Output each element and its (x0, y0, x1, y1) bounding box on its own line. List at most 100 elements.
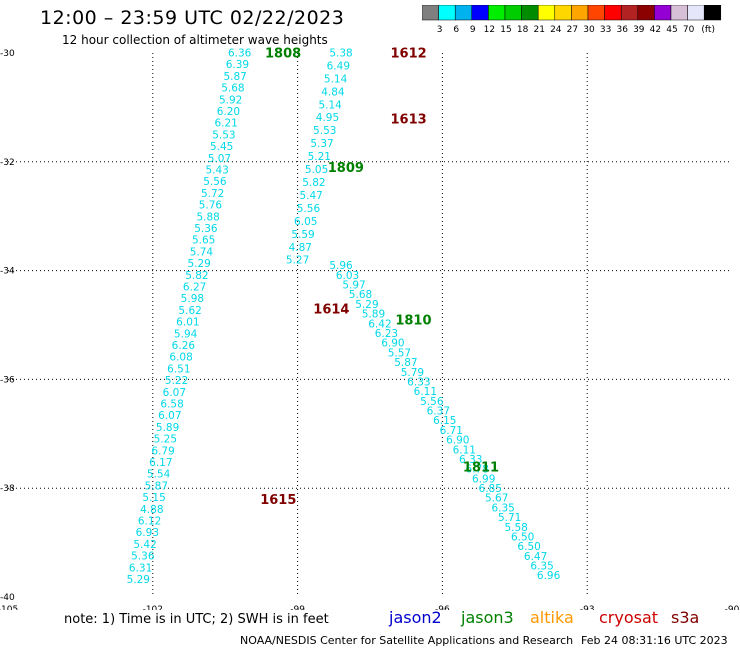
wave-height-value: 5.36 (194, 223, 218, 235)
colorbar-legend: 3 6 9 12 15 18 21 24 27 30 33 36 39 42 45 70 (ft) (422, 5, 722, 35)
colorbar-swatch (703, 5, 722, 21)
pass-label: 1808 (265, 46, 301, 61)
wave-height-value: 5.22 (165, 375, 188, 387)
wave-height-value: 5.38 (329, 47, 352, 59)
wave-height-value: 5.79 (401, 367, 424, 379)
wave-height-value: 5.67 (485, 493, 508, 505)
wave-height-value: 5.65 (192, 235, 215, 247)
pass-label: 1615 (260, 493, 296, 508)
wave-height-value: 6.35 (491, 502, 514, 514)
wave-height-value: 5.53 (212, 129, 235, 141)
wave-height-value: 4.95 (316, 112, 339, 124)
wave-height-value: 6.31 (129, 562, 152, 574)
wave-height-value: 4.88 (140, 504, 163, 516)
generated-timestamp: Feb 24 08:31:16 UTC 2023 (581, 634, 728, 647)
wave-height-value: 5.94 (174, 328, 198, 340)
colorbar-tick-label: 9 (470, 25, 476, 35)
wave-height-value: 5.72 (201, 188, 224, 200)
wave-height-value: 5.89 (362, 309, 385, 321)
colorbar-tick-label: 70 (683, 25, 695, 35)
wave-height-value: 5.14 (324, 73, 348, 85)
wave-height-value: 5.54 (147, 469, 171, 481)
colorbar-tick-label: 39 (633, 25, 645, 35)
colorbar-tick-label: 15 (500, 25, 511, 35)
wave-height-value: 6.26 (172, 340, 196, 352)
wave-height-value: 6.36 (228, 47, 252, 59)
wave-height-value: 5.57 (388, 347, 411, 359)
wave-height-value: 6.17 (149, 457, 172, 469)
pass-label: 1613 (391, 112, 427, 127)
x-axis-label: -99 (290, 605, 305, 610)
footnote: note: 1) Time is in UTC; 2) SWH is in fe… (64, 612, 329, 627)
wave-height-value: 5.59 (291, 229, 314, 241)
colorbar-tick-label: 3 (437, 25, 443, 35)
pass-label: 1809 (328, 161, 364, 176)
legend-jason3: jason3 (461, 608, 514, 627)
wave-height-value: 6.39 (226, 59, 249, 71)
wave-height-value: 5.87 (145, 480, 168, 492)
wave-height-value: 6.51 (167, 363, 190, 375)
y-axis-label: -32 (0, 158, 15, 168)
x-axis-label: -102 (143, 605, 163, 610)
wave-height-value: 6.90 (381, 338, 404, 350)
wave-height-value: 5.42 (133, 539, 156, 551)
wave-height-value: 6.11 (453, 444, 476, 456)
wave-height-value: 5.45 (210, 141, 233, 153)
wave-height-value: 6.35 (530, 561, 553, 573)
wave-height-value: 5.71 (498, 512, 521, 524)
wave-height-value: 6.37 (427, 406, 450, 418)
wave-height-value: 5.82 (302, 177, 325, 189)
wave-height-value: 5.88 (196, 211, 219, 223)
colorbar-tick-label: 24 (550, 25, 562, 35)
wave-height-value: 6.03 (336, 270, 359, 282)
wave-height-value: 5.56 (297, 203, 321, 215)
wave-height-value: 6.11 (414, 386, 437, 398)
wave-height-value: 5.14 (318, 99, 342, 111)
wave-height-value: 6.20 (217, 106, 240, 118)
wave-height-value: 5.89 (156, 422, 179, 434)
wave-height-value: 6.23 (375, 328, 398, 340)
pass-label: 1614 (313, 303, 349, 318)
legend-jason2: jason2 (389, 608, 442, 627)
pass-label: 1811 (463, 460, 499, 475)
y-axis-label: -38 (0, 484, 15, 494)
x-axis-label: -96 (435, 605, 450, 610)
colorbar-tick-label: 27 (567, 25, 578, 35)
x-axis-label: -105 (0, 605, 18, 610)
wave-height-value: 6.79 (151, 445, 174, 457)
wave-height-map[interactable]: -105 -102 -99 -96 -93 -90 -30 -32 -34 -36 -38 -40 6.… (0, 0, 740, 610)
wave-height-value: 6.50 (517, 541, 540, 553)
wave-height-value: 5.87 (223, 71, 246, 83)
wave-height-value: 5.82 (185, 270, 208, 282)
wave-height-value: 6.07 (163, 387, 186, 399)
colorbar-tick-label: 33 (600, 25, 611, 35)
wave-height-value: 6.93 (136, 527, 159, 539)
wave-height-value: 5.53 (313, 125, 336, 137)
wave-height-value: 5.07 (208, 153, 231, 165)
legend-altika: altika (530, 608, 574, 627)
wave-height-value: 5.21 (308, 151, 331, 163)
wave-height-value: 5.27 (286, 255, 309, 267)
wave-height-value: 6.99 (472, 473, 495, 485)
wave-height-value: 5.98 (181, 293, 204, 305)
wave-height-value: 5.36 (131, 551, 155, 563)
wave-height-value: 6.78 (466, 464, 489, 476)
wave-height-value: 5.58 (504, 522, 527, 534)
legend-cryosat: cryosat (599, 608, 659, 627)
colorbar-tick-label: 45 (666, 25, 677, 35)
wave-height-value: 5.25 (154, 434, 177, 446)
wave-height-value: 6.90 (446, 435, 469, 447)
wave-height-value: 5.74 (190, 246, 214, 258)
wave-height-value: 6.49 (327, 60, 350, 72)
y-axis-label: -36 (0, 375, 15, 385)
wave-height-value: 6.58 (160, 399, 183, 411)
wave-height-value: 6.07 (158, 410, 181, 422)
x-axis-label: -93 (580, 605, 595, 610)
wave-height-value: 6.15 (433, 415, 456, 427)
colorbar-tick-label: 30 (583, 25, 595, 35)
pass-label: 1810 (395, 314, 431, 329)
y-axis-label: -30 (0, 49, 15, 59)
wave-height-value: 5.92 (219, 94, 242, 106)
page-title: 12:00 – 23:59 UTC 02/22/2023 (40, 7, 345, 29)
y-axis-label: -40 (0, 593, 15, 603)
